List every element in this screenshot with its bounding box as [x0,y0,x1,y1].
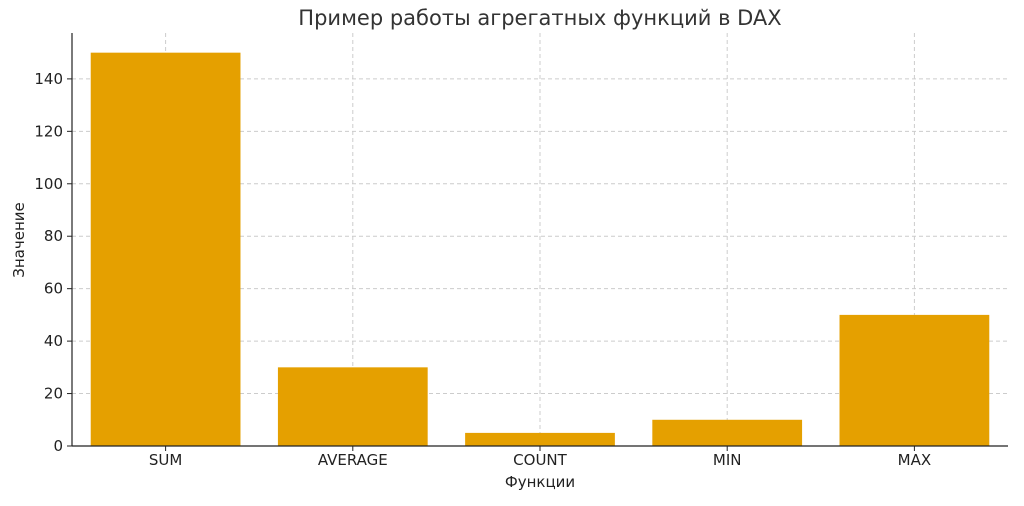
y-tick-label: 20 [44,385,63,403]
y-tick-label: 120 [34,122,63,140]
y-tick-label: 0 [53,437,63,455]
x-axis-label: Функции [505,473,575,491]
x-tick-label: MIN [713,451,742,469]
bar-average [277,367,428,446]
y-axis-label: Значение [10,202,28,278]
x-tick-label: SUM [149,451,182,469]
y-tick-label: 80 [44,227,63,245]
bar-sum [90,52,241,447]
bar-max [839,314,990,446]
x-tick-label: MAX [898,451,931,469]
y-tick-label: 60 [44,280,63,298]
x-tick-label: COUNT [513,451,567,469]
y-tick-label: 140 [34,70,63,88]
y-ticks: 0 20 40 60 80 100 120 140 [34,70,72,455]
y-tick-label: 100 [34,175,63,193]
y-tick-label: 40 [44,332,63,350]
bars [90,52,990,447]
x-tick-label: AVERAGE [318,451,388,469]
chart-title: Пример работы агрегатных функций в DAX [298,6,781,30]
bar-count [465,432,615,446]
x-ticks: SUM AVERAGE COUNT MIN MAX [149,446,931,469]
bar-min [652,419,803,446]
